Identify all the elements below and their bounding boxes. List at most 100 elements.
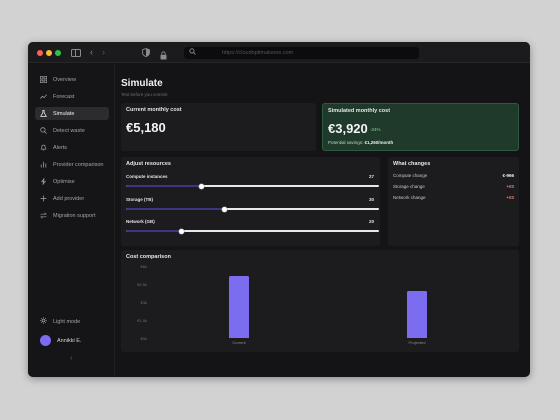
- bar-current[interactable]: [229, 275, 249, 338]
- slider-label: Compute instances: [126, 174, 168, 179]
- light-mode-toggle[interactable]: Light mode: [40, 317, 80, 326]
- search-icon: [40, 127, 47, 134]
- simulated-cost-value: €3,920: [328, 121, 368, 136]
- sidebar-item-label: Alerts: [53, 144, 68, 151]
- slider-fill: [126, 208, 225, 210]
- sidebar-item-label: Migration support: [53, 212, 96, 219]
- sidebar-item-alerts[interactable]: Alerts: [35, 141, 109, 154]
- x-tick-label: Projected: [408, 340, 426, 345]
- cost-comparison-card: Cost comparison €6k €4.5k €3k €1.5k €0k Curre…: [121, 250, 519, 352]
- bar-chart-icon: [40, 161, 47, 168]
- slider-value: 30: [368, 197, 374, 202]
- change-value: +€0: [506, 184, 514, 189]
- change-value: +€0: [506, 195, 514, 200]
- change-label: Network change: [393, 195, 426, 200]
- change-row: Compute change €-966: [393, 173, 514, 178]
- slider-track[interactable]: [126, 206, 379, 212]
- slider-label: Network (GB): [126, 219, 155, 224]
- user-name: Annikki E.: [57, 337, 82, 344]
- sidebar-item-optimise[interactable]: Optimise: [35, 175, 109, 188]
- sidebar: Overview Forecast Simulate Detect waste Aler…: [28, 64, 115, 377]
- avatar: [40, 335, 51, 346]
- close-window-button[interactable]: [37, 50, 43, 56]
- slider-track[interactable]: [126, 228, 379, 234]
- y-tick-label: €3k: [140, 300, 147, 305]
- change-label: Compute change: [393, 173, 428, 178]
- search-icon: [189, 48, 196, 58]
- y-tick-label: €6k: [140, 264, 147, 269]
- url-text: https://cloudoptimalsone.com: [222, 50, 294, 56]
- sidebar-item-add-provider[interactable]: Add provider: [35, 192, 109, 205]
- slider-value: 27: [368, 174, 374, 179]
- slider-value: 20: [368, 219, 374, 224]
- trend-icon: [40, 93, 47, 100]
- slider-track[interactable]: [126, 183, 379, 189]
- user-profile[interactable]: Annikki E.: [40, 335, 81, 346]
- chevron-left-icon[interactable]: ‹: [70, 355, 73, 362]
- browser-titlebar: ‹ › https://cloudoptimalsone.com: [28, 42, 530, 63]
- potential-savings: Potential savings: €1,260/month: [328, 140, 393, 145]
- change-row: Storage change +€0: [393, 184, 514, 189]
- savings-value: €1,260/month: [364, 140, 394, 145]
- sidebar-item-migration-support[interactable]: Migration support: [35, 209, 109, 222]
- sidebar-item-label: Simulate: [53, 110, 75, 117]
- sidebar-item-provider-comparison[interactable]: Provider comparison: [35, 158, 109, 171]
- address-bar[interactable]: https://cloudoptimalsone.com: [184, 47, 419, 59]
- simulated-cost-delta: -24%: [370, 127, 381, 132]
- flask-icon: [40, 110, 47, 117]
- sidebar-item-overview[interactable]: Overview: [35, 73, 109, 86]
- current-cost-value: €5,180: [126, 120, 166, 135]
- plus-icon: [40, 195, 47, 202]
- slider-fill: [126, 185, 202, 187]
- simulated-cost-title: Simulated monthly cost: [328, 108, 391, 114]
- shield-icon[interactable]: [142, 47, 150, 58]
- slider-fill: [126, 230, 182, 232]
- slider-label: Storage (TB): [126, 197, 153, 202]
- minimize-window-button[interactable]: [46, 50, 52, 56]
- page-subtitle: Test before you commit: [121, 92, 168, 97]
- sidebar-item-label: Overview: [53, 76, 76, 83]
- grid-icon: [40, 76, 47, 83]
- sidebar-item-label: Forecast: [53, 93, 75, 100]
- adjust-resources-card: Adjust resources Compute instances 27 Stor…: [121, 157, 380, 246]
- arrows-icon: [40, 212, 47, 219]
- change-label: Storage change: [393, 184, 425, 189]
- main-content: Simulate Test before you commit Current …: [116, 64, 530, 377]
- page-title: Simulate: [121, 78, 163, 89]
- change-row: Network change +€0: [393, 195, 514, 200]
- lightning-icon: [40, 178, 47, 185]
- change-value: €-966: [502, 173, 514, 178]
- y-tick-label: €4.5k: [137, 282, 147, 287]
- simulated-cost-card: Simulated monthly cost €3,920 -24% Poten…: [322, 103, 519, 151]
- what-changes-card: What changes Compute change €-966 Storage …: [388, 157, 519, 246]
- adjust-resources-title: Adjust resources: [126, 161, 171, 167]
- slider-thumb[interactable]: [199, 183, 205, 189]
- y-tick-label: €1.5k: [137, 318, 147, 323]
- sidebar-item-label: Add provider: [53, 195, 85, 202]
- lock-icon: [160, 47, 171, 60]
- sidebar-item-forecast[interactable]: Forecast: [35, 90, 109, 103]
- slider-thumb[interactable]: [222, 206, 228, 212]
- sidebar-item-label: Provider comparison: [53, 161, 104, 168]
- sidebar-item-detect-waste[interactable]: Detect waste: [35, 124, 109, 137]
- current-cost-card: Current monthly cost €5,180: [121, 103, 316, 151]
- bar-projected[interactable]: [407, 290, 427, 338]
- sun-icon: [40, 317, 47, 326]
- bell-icon: [40, 144, 47, 151]
- sidebar-item-label: Optimise: [53, 178, 75, 185]
- slider-thumb[interactable]: [179, 228, 185, 234]
- forward-arrow-icon[interactable]: ›: [102, 47, 105, 57]
- browser-window: ‹ › https://cloudoptimalsone.com Overvie…: [28, 42, 530, 377]
- sidebar-item-simulate[interactable]: Simulate: [35, 107, 109, 120]
- x-tick-label: Current: [232, 340, 246, 345]
- back-arrow-icon[interactable]: ‹: [90, 47, 93, 57]
- what-changes-title: What changes: [393, 161, 431, 167]
- current-cost-title: Current monthly cost: [126, 107, 182, 113]
- sidebar-item-label: Detect waste: [53, 127, 85, 134]
- y-tick-label: €0k: [140, 336, 147, 341]
- savings-label: Potential savings:: [328, 140, 364, 145]
- sidebar-toggle-icon[interactable]: [71, 49, 81, 57]
- light-mode-label: Light mode: [53, 318, 81, 325]
- maximize-window-button[interactable]: [55, 50, 61, 56]
- cost-comparison-title: Cost comparison: [126, 254, 171, 260]
